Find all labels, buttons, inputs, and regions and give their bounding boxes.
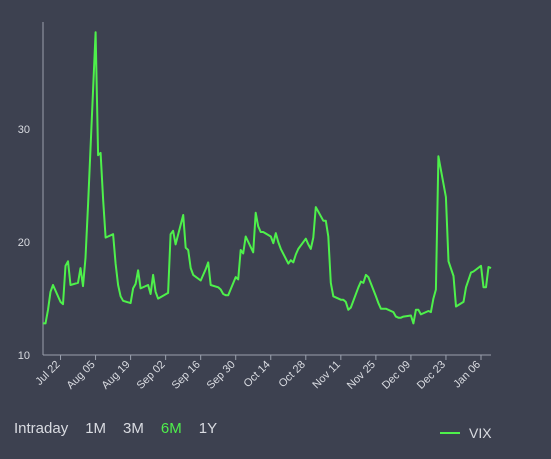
x-tick-label: Nov 25	[345, 359, 378, 392]
range-3m-button[interactable]: 3M	[123, 420, 144, 437]
y-axis: 10 20 30	[18, 22, 44, 362]
x-tick-label: Nov 11	[310, 359, 343, 392]
legend-label: VIX	[469, 425, 492, 441]
series-layer	[43, 31, 492, 325]
x-tick-label: Aug 05	[65, 359, 98, 392]
x-tick-label: Sep 16	[170, 359, 203, 392]
vix-series-line[interactable]	[43, 31, 492, 325]
y-tick-label: 10	[18, 350, 30, 362]
x-tick-label: Jul 22	[33, 359, 62, 388]
range-6m-button[interactable]: 6M	[160, 420, 182, 437]
x-tick-label: Dec 23	[415, 359, 448, 392]
range-1y-button[interactable]: 1Y	[198, 420, 218, 437]
x-tick-label: Dec 09	[380, 359, 413, 392]
x-tick-label: Sep 02	[135, 359, 168, 392]
chart-legend[interactable]: VIX	[440, 425, 492, 441]
x-tick-label: Oct 28	[277, 359, 308, 390]
x-tick-label: Aug 19	[100, 359, 133, 392]
legend-line-swatch	[440, 432, 460, 434]
x-tick-label: Jan 06	[451, 359, 483, 391]
x-tick-label: Oct 14	[241, 359, 272, 390]
range-intraday-button[interactable]: Intraday	[14, 420, 69, 437]
x-axis: Jul 22 Aug 05 Aug 19 Sep 02 Sep 16 Sep 30 Oct …	[33, 354, 491, 392]
range-selector: Intraday 1M 3M 6M 1Y	[14, 420, 234, 437]
range-1m-button[interactable]: 1M	[85, 420, 107, 437]
x-tick-label: Sep 30	[205, 359, 238, 392]
y-tick-label: 30	[18, 124, 30, 136]
y-tick-label: 20	[18, 237, 30, 249]
